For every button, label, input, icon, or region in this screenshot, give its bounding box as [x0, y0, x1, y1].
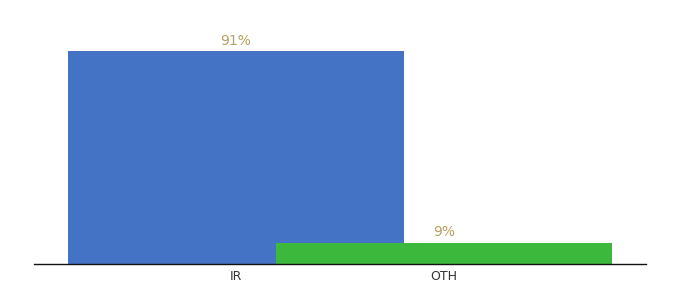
Bar	[67, 51, 404, 264]
Bar	[276, 243, 613, 264]
Text: 9%: 9%	[433, 225, 455, 239]
Text: 91%: 91%	[220, 34, 252, 47]
